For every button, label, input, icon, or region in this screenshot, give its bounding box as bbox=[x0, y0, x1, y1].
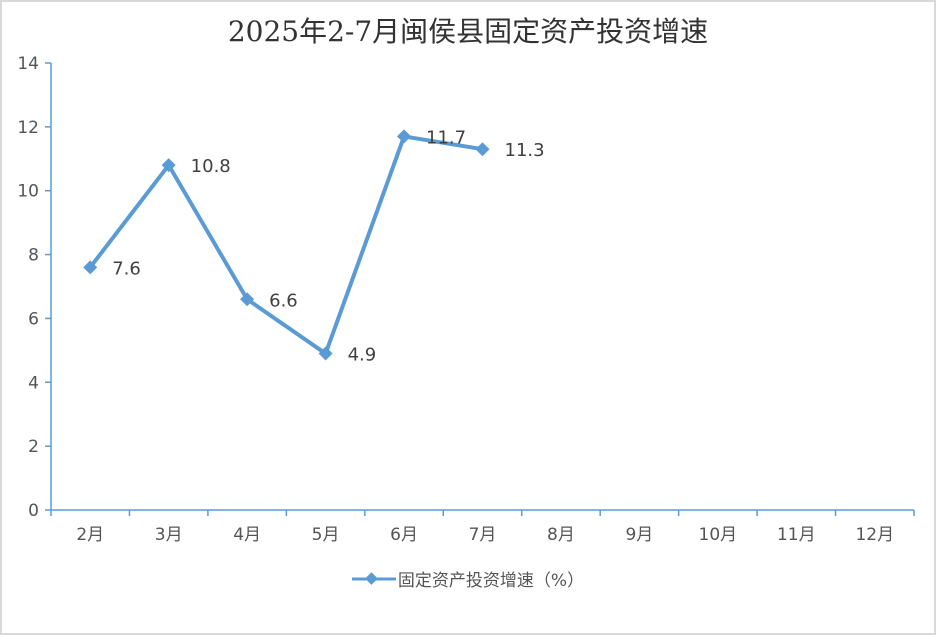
data-label: 11.3 bbox=[505, 140, 545, 161]
data-point-marker bbox=[318, 346, 333, 361]
chart-title: 2025年2-7月闽侯县固定资产投资增速 bbox=[227, 15, 709, 48]
data-point-marker bbox=[397, 129, 412, 144]
x-tick-label: 4月 bbox=[233, 525, 261, 545]
x-tick-label: 3月 bbox=[155, 525, 183, 545]
data-point-marker bbox=[83, 260, 98, 275]
y-tick-label: 10 bbox=[17, 182, 39, 202]
data-point-marker bbox=[161, 158, 176, 173]
legend-label: 固定资产投资增速（%） bbox=[397, 571, 585, 591]
x-tick-label: 2月 bbox=[76, 525, 104, 545]
data-label: 10.8 bbox=[191, 156, 231, 177]
y-tick-label: 2 bbox=[28, 437, 39, 457]
x-tick-label: 12月 bbox=[855, 525, 894, 545]
legend: 固定资产投资增速（%） bbox=[0, 566, 936, 591]
data-point-marker bbox=[240, 292, 255, 307]
x-tick-label: 5月 bbox=[312, 525, 340, 545]
y-tick-label: 8 bbox=[28, 246, 39, 266]
x-tick-label: 11月 bbox=[777, 525, 816, 545]
data-label: 6.6 bbox=[269, 290, 298, 311]
y-tick-label: 0 bbox=[28, 501, 39, 521]
x-tick-label: 6月 bbox=[390, 525, 418, 545]
y-tick-label: 12 bbox=[17, 118, 39, 138]
y-tick-label: 4 bbox=[28, 373, 39, 393]
data-point-marker bbox=[475, 142, 490, 157]
x-tick-label: 10月 bbox=[699, 525, 738, 545]
series-line bbox=[88, 134, 483, 356]
y-tick-label: 6 bbox=[28, 309, 39, 329]
legend-line-marker-icon bbox=[351, 571, 396, 585]
x-tick-label: 9月 bbox=[625, 525, 653, 545]
data-label: 4.9 bbox=[348, 345, 377, 366]
x-tick-label: 8月 bbox=[547, 525, 575, 545]
x-tick-label: 7月 bbox=[469, 525, 497, 545]
data-label: 11.7 bbox=[426, 127, 466, 148]
y-tick-label: 14 bbox=[17, 54, 39, 74]
data-label: 7.6 bbox=[112, 258, 141, 279]
